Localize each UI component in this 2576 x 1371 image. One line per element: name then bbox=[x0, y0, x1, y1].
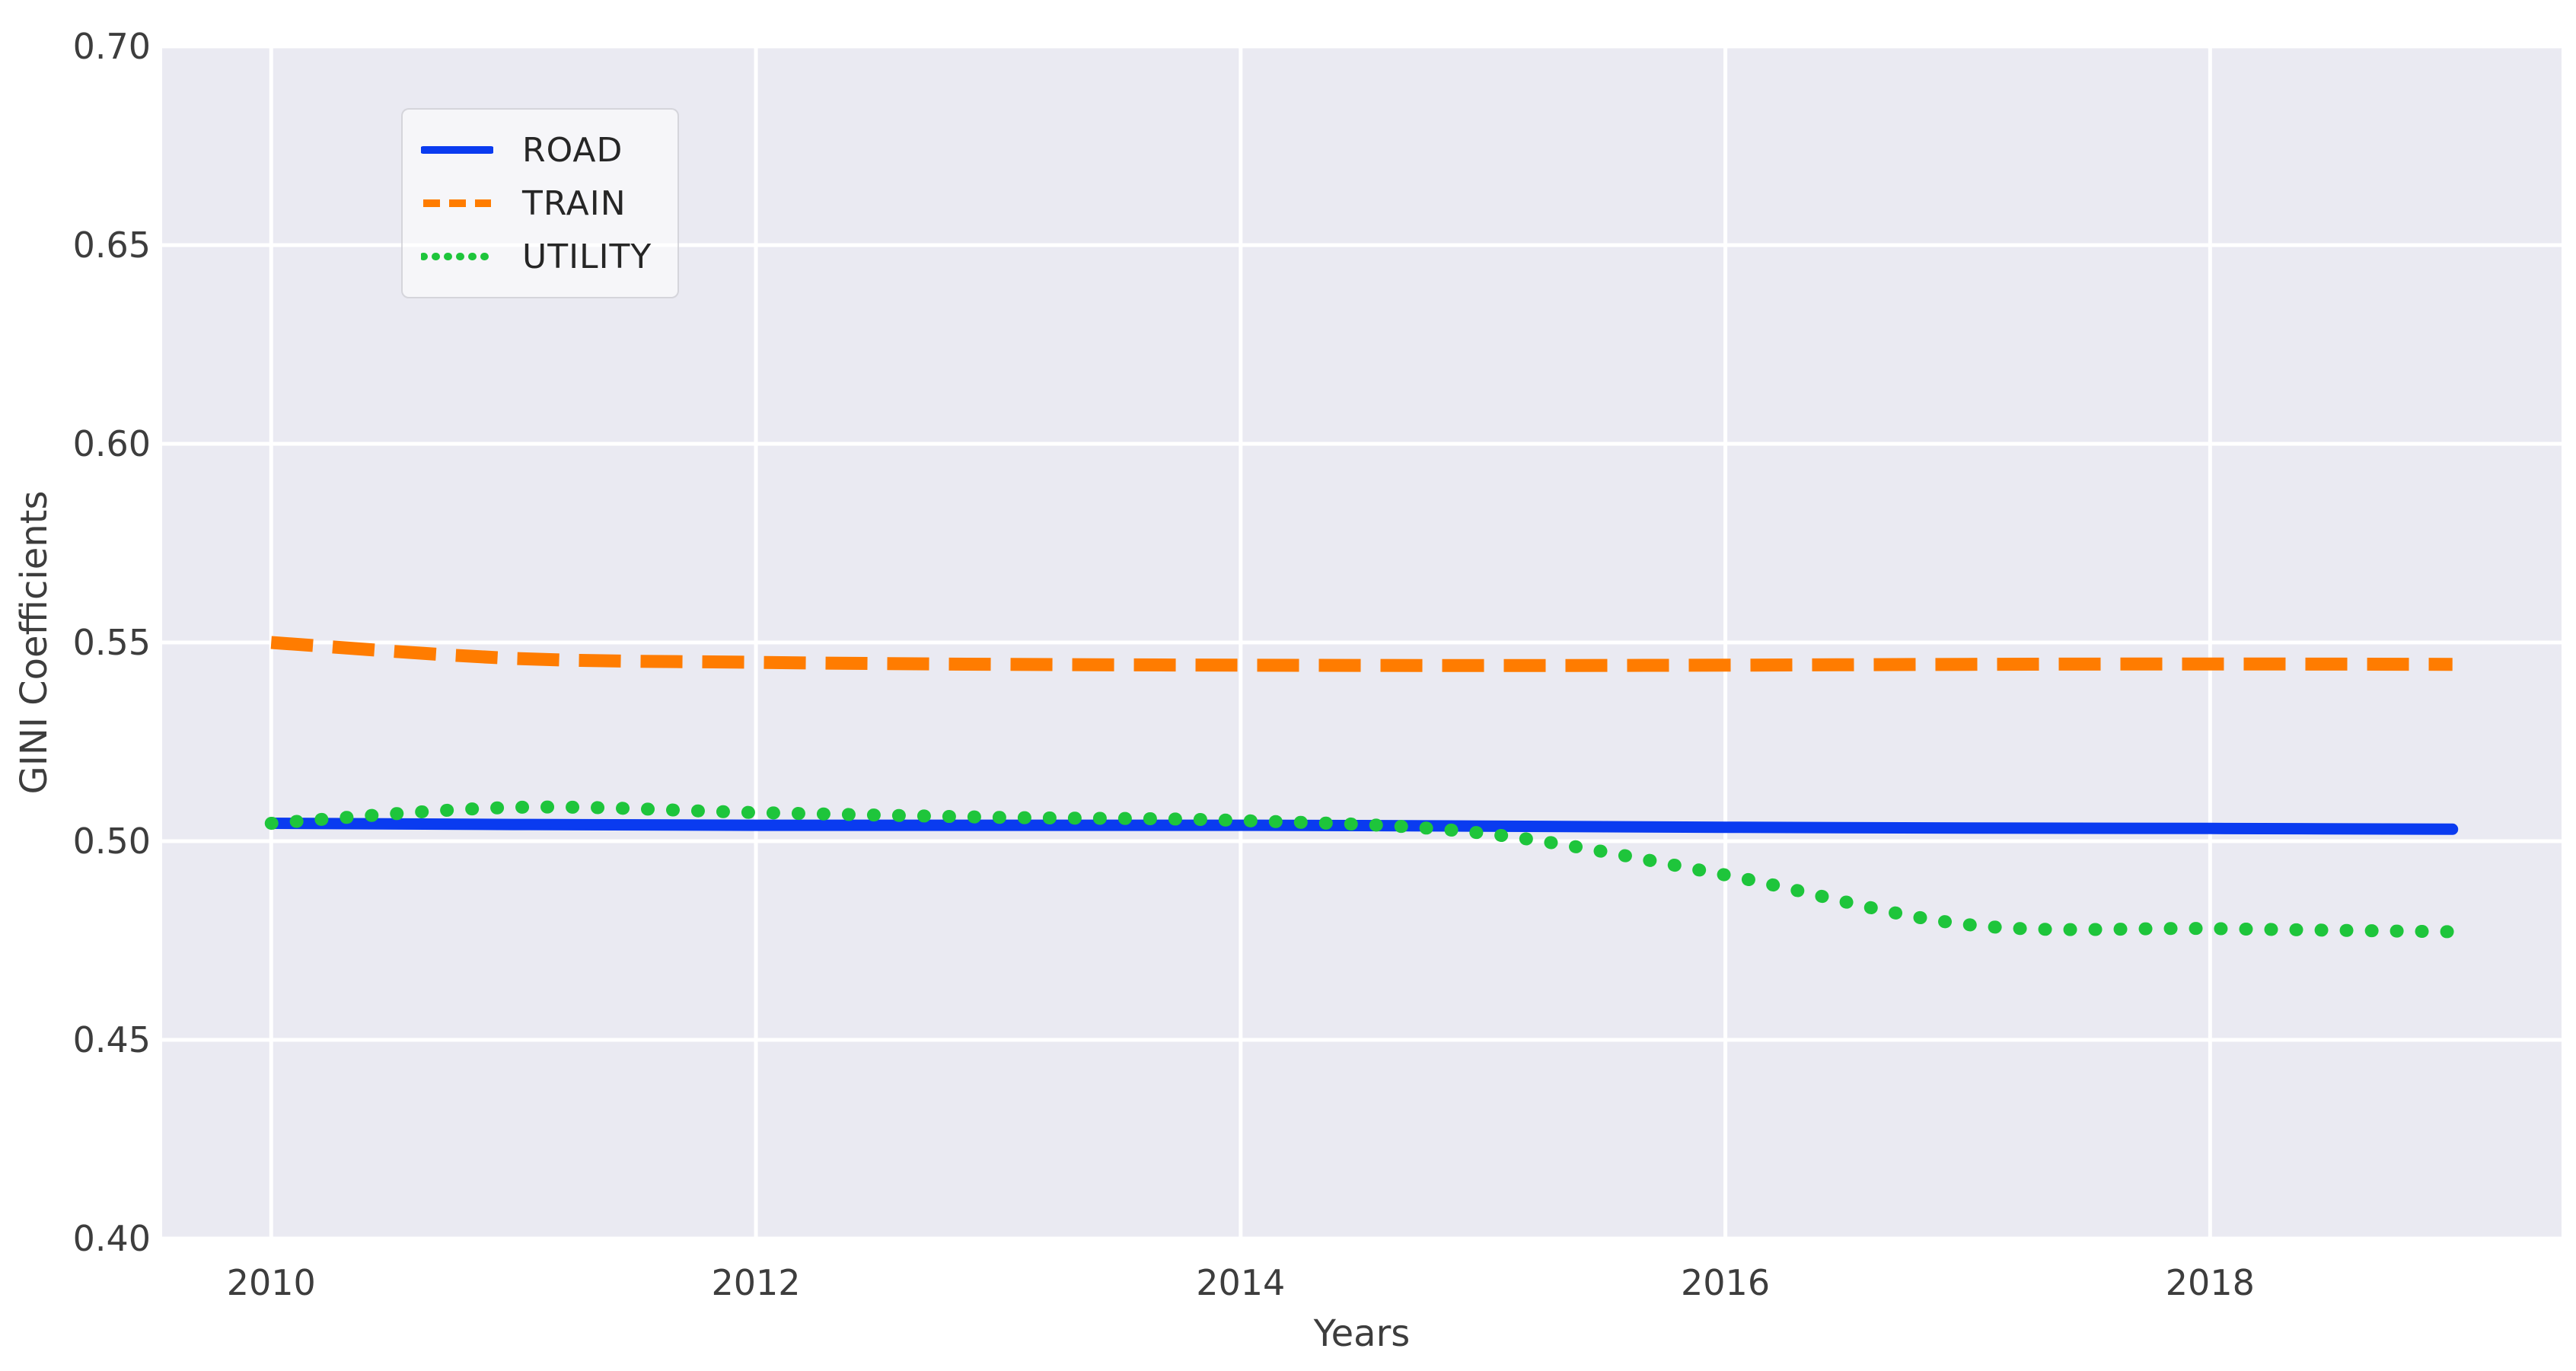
y-tick-label: 0.65 bbox=[72, 225, 151, 266]
x-tick-label: 2018 bbox=[2165, 1262, 2255, 1303]
y-tick-label: 0.55 bbox=[72, 622, 151, 663]
x-tick-label: 2016 bbox=[1681, 1262, 1771, 1303]
legend-label-train: TRAIN bbox=[522, 183, 626, 223]
y-tick-label: 0.45 bbox=[72, 1019, 151, 1060]
x-axis-title: Years bbox=[1313, 1312, 1411, 1355]
legend-line-sample-utility-icon bbox=[421, 253, 493, 260]
legend: ROAD TRAIN UTILITY bbox=[401, 108, 680, 298]
x-tick-label: 2014 bbox=[1196, 1262, 1286, 1303]
y-axis-title: GINI Coefficients bbox=[13, 490, 56, 795]
legend-line-sample-road-icon bbox=[421, 146, 493, 154]
legend-row-utility: UTILITY bbox=[421, 230, 652, 283]
legend-label-utility: UTILITY bbox=[522, 237, 652, 276]
x-tick-label: 2010 bbox=[226, 1262, 316, 1303]
legend-row-train: TRAIN bbox=[421, 177, 652, 230]
y-tick-label: 0.70 bbox=[72, 26, 151, 67]
x-tick-label: 2012 bbox=[711, 1262, 801, 1303]
legend-row-road: ROAD bbox=[421, 123, 652, 177]
y-tick-label: 0.60 bbox=[72, 423, 151, 464]
y-tick-label: 0.40 bbox=[72, 1218, 151, 1259]
legend-line-sample-train-icon bbox=[423, 199, 491, 207]
series-line-road bbox=[265, 818, 2459, 835]
legend-label-road: ROAD bbox=[522, 130, 623, 170]
y-tick-label: 0.50 bbox=[72, 821, 151, 862]
series-line-train bbox=[270, 636, 2453, 672]
plot-canvas bbox=[162, 46, 2562, 1239]
